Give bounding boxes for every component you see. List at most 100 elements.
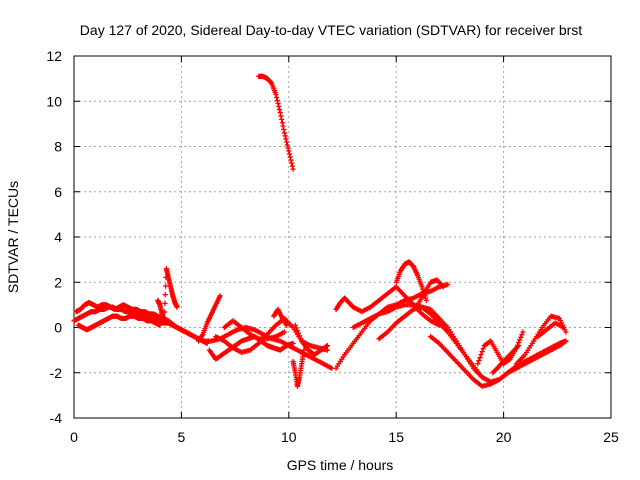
data-point [475,361,481,367]
series-track-21 [475,329,526,367]
data-point [282,133,288,139]
y-tick-label: -4 [50,410,63,426]
data-point [281,329,288,335]
data-point [217,293,223,299]
data-point [520,329,526,335]
data-point [290,340,296,346]
data-point [294,327,300,334]
series-track-19 [427,333,569,389]
data-point [563,338,569,344]
data-point [278,113,284,119]
x-axis-label: GPS time / hours [287,457,394,473]
y-tick-label: 10 [46,93,62,109]
series-track-12 [292,322,331,358]
data-point [288,157,294,163]
data-point [274,97,280,104]
data-point [286,148,292,154]
chart-title: Day 127 of 2020, Sidereal Day-to-day VTE… [80,22,582,38]
data-point [287,154,293,160]
data-point [323,343,329,349]
series-track-20 [350,302,485,380]
series-track-22 [490,343,522,376]
data-point [478,352,484,358]
y-tick-label: 6 [54,184,62,200]
data-point [296,333,303,339]
data-point [174,304,180,310]
data-point [279,116,285,122]
data-point [274,94,280,101]
data-point [161,309,168,315]
series-track-9 [221,318,288,342]
data-point [163,283,169,289]
series-track-3 [75,313,163,333]
data-point [479,349,485,355]
data-point [562,339,568,345]
data-point [289,160,295,166]
y-tick-label: 2 [54,274,62,290]
data-point [268,79,274,85]
data-series [71,73,569,389]
grid-lines [74,56,611,418]
data-point [281,126,287,133]
data-point [324,347,331,353]
data-point [283,136,289,142]
data-point [277,109,283,116]
data-point [423,297,429,303]
data-point [517,337,523,343]
data-point [276,106,283,113]
data-point [561,324,567,331]
series-track-13 [256,73,296,172]
series-track-6 [195,293,223,344]
series-track-2 [73,300,165,322]
data-point [479,374,485,380]
data-point [292,322,298,328]
data-point [284,322,290,328]
data-point [519,332,525,338]
y-tick-label: 12 [46,48,62,64]
data-point [279,120,285,126]
data-point [280,123,286,129]
data-point [445,281,451,288]
x-tick-label: 20 [496,429,512,445]
x-tick-label: 25 [603,429,619,445]
data-point [286,151,293,157]
y-tick-label: -2 [50,365,63,381]
y-tick-label: 4 [54,229,62,245]
plot-frame [73,55,612,419]
x-tick-label: 0 [70,429,78,445]
series-track-10 [271,306,290,328]
y-tick-label: 8 [54,139,62,155]
x-tick-label: 5 [178,429,186,445]
y-tick-label: 0 [54,320,62,336]
data-point [290,166,296,172]
data-point [273,91,279,98]
x-tick-label: 15 [388,429,404,445]
data-point [477,355,483,361]
data-point [162,292,168,298]
data-point [276,103,282,110]
series-track-11 [290,347,307,389]
data-point [518,334,524,340]
data-point [157,322,163,328]
data-point [476,358,482,364]
x-tick-label: 10 [281,429,297,445]
data-point [275,100,281,107]
data-point [516,343,522,349]
x-tick-labels: 0 5 10 15 20 25 [70,429,619,445]
data-point [298,335,304,342]
data-point [289,163,295,169]
y-axis-label: SDTVAR / TECUs [5,181,21,293]
data-point [293,325,299,331]
data-point [285,145,291,151]
data-point [295,330,302,336]
data-point [563,329,569,335]
data-point [480,346,486,352]
data-point [324,343,331,349]
y-tick-labels: -4 -2 0 2 4 6 8 10 12 [46,48,62,426]
data-point [281,130,288,136]
series-track-24 [535,320,567,340]
data-point [440,284,447,290]
data-point [284,142,290,148]
data-point [284,139,290,145]
